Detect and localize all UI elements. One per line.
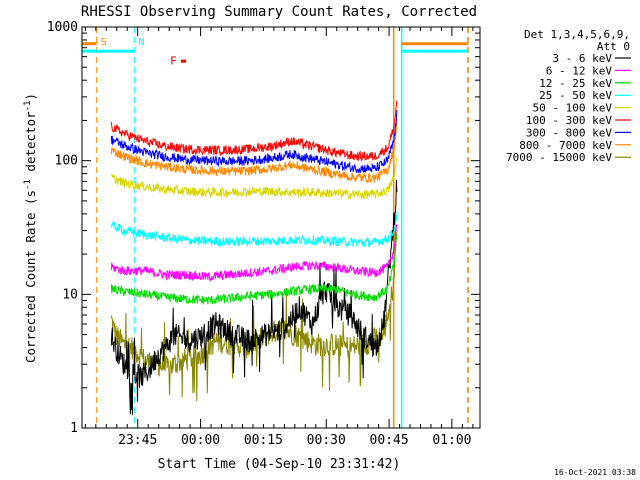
y-tick-label: 1000 [47,20,78,35]
y-axis-label-part2: detector [23,111,38,179]
series-line [110,118,398,184]
y-tick-label: 1 [70,421,78,436]
legend-label: 50 - 100 keV [533,102,613,115]
series-line [110,232,398,305]
series-line [110,211,398,249]
x-tick-label: 01:00 [432,433,471,448]
legend-label: 800 - 7000 keV [519,139,612,152]
x-axis-label: Start Time (04-Sep-10 23:31:42) [158,457,401,472]
x-tick-label: 23:45 [118,433,157,448]
y-axis-label-sup1: -1 [23,179,33,190]
x-tick-label: 00:15 [244,433,283,448]
legend-label: 25 - 50 keV [539,89,612,102]
y-tick-label: 10 [62,287,78,302]
flare-flag-mark [181,59,187,63]
series-line [110,100,398,162]
legend-header-detectors: Det 1,3,4,5,6,9, [524,28,630,41]
legend-header-attenuator: Att 0 [597,40,630,53]
y-axis-label-part3: ) [23,93,38,101]
marker-label: N [138,37,144,48]
legend-label: 3 - 6 keV [552,52,612,65]
legend-label: 100 - 300 keV [526,114,612,127]
x-tick-label: 00:45 [370,433,409,448]
series-line [111,157,398,200]
flare-flag-label: F [170,55,177,68]
legend-label: 12 - 25 keV [539,77,612,90]
y-tick-label: 100 [55,154,78,169]
series-line [110,224,398,282]
plot-frame [81,26,481,429]
y-axis-label: Corrected Count Rate (s-1 detector-1) [23,93,38,363]
series-layer [110,100,398,415]
x-tick-label: 00:30 [307,433,346,448]
series-line [110,179,398,415]
legend-label: 7000 - 15000 keV [506,151,612,164]
axis-layer: 1 10 100 1000 23:45 00:00 00:15 00:30 00:45 01:00 [47,20,480,448]
series-line [110,109,398,174]
legend-label: 6 - 12 keV [546,64,613,77]
y-axis-label-sup2: -1 [23,101,33,112]
chart-title: RHESSI Observing Summary Count Rates, Co… [81,4,477,20]
marker-label: S [101,37,107,48]
x-tick-label: 00:00 [181,433,220,448]
render-timestamp: 16-Oct-2021 03:38 [554,468,636,477]
y-axis-label-part1: Corrected Count Rate (s [23,190,38,363]
legend-label: 300 - 800 keV [526,126,612,139]
